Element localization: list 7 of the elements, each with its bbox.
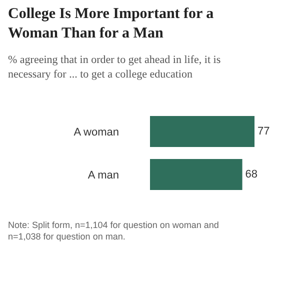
y-tick-label: A man [88,169,119,182]
data-label: 68 [245,168,258,180]
data-label: 77 [258,126,270,138]
text: Note: Split form, n=1,104 for question on woman and n=1,038 for question on man. [8,220,219,242]
chart-subtitle: % agreeing that in order to get ahead in life, it is necessary for ... to get a college education [8,54,221,80]
chart-title: College Is More Important for a Woman Than for a Man [8,6,214,42]
y-tick-label: A woman [74,126,119,138]
